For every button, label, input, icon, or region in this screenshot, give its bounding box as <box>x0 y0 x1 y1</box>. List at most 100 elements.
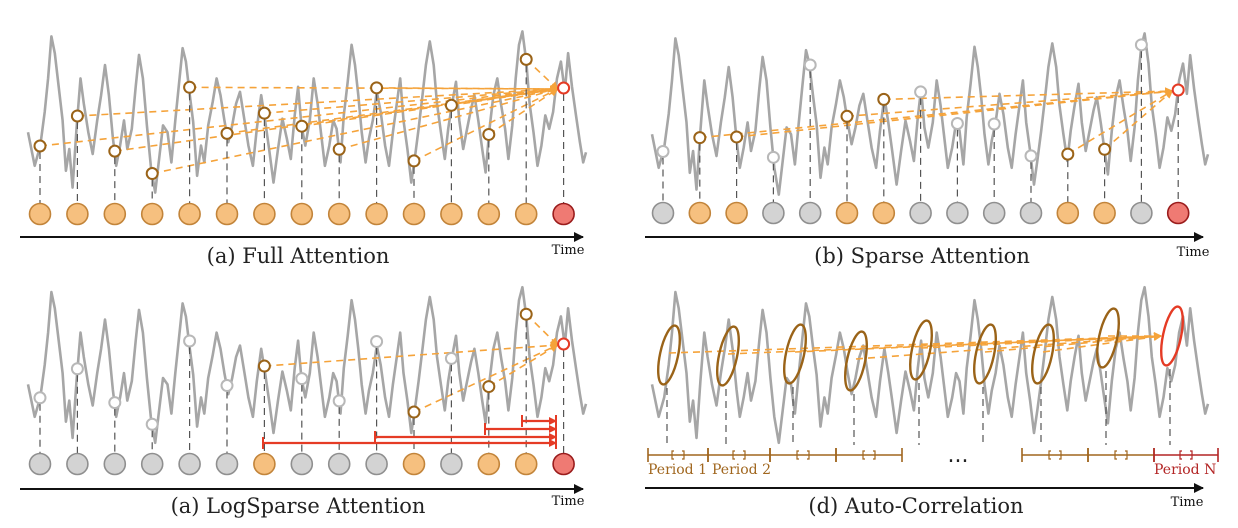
active-node <box>103 202 127 226</box>
attention-arrow <box>451 86 559 107</box>
query-marker <box>557 81 571 95</box>
series-marker <box>33 391 47 405</box>
caption-sparse-attention: (b) Sparse Attention <box>814 244 1030 268</box>
time-series-line <box>26 285 588 445</box>
inactive-node <box>66 452 89 476</box>
series-marker <box>407 405 421 419</box>
inactive-node <box>28 452 52 476</box>
inactive-node <box>365 452 388 476</box>
active-node <box>28 202 52 226</box>
active-node <box>477 202 501 226</box>
attention-arrow <box>413 88 559 162</box>
inactive-node <box>982 201 1006 225</box>
attention-arrow <box>883 87 1174 101</box>
active-node <box>1093 201 1116 225</box>
attention-arrow <box>736 87 1174 138</box>
attention-arrow <box>77 85 559 117</box>
series-marker <box>914 85 928 99</box>
series-marker <box>987 117 1001 131</box>
series-marker <box>33 139 47 153</box>
time-series-line <box>26 30 588 194</box>
inactive-node <box>140 452 164 476</box>
correlation-arrow <box>920 332 1162 349</box>
series-marker <box>407 154 421 168</box>
attention-arrow <box>264 341 559 367</box>
series-marker <box>444 98 458 112</box>
inactive-node <box>762 201 785 225</box>
attention-arrow <box>1067 90 1174 155</box>
active-node <box>140 202 164 226</box>
series-marker <box>730 130 744 144</box>
series-marker <box>70 109 84 123</box>
series-marker <box>1098 142 1112 156</box>
series-marker <box>766 150 780 164</box>
series-marker <box>145 417 159 431</box>
active-node <box>1056 201 1080 225</box>
panel-sparse-attention <box>645 32 1210 242</box>
inactive-node <box>946 201 969 225</box>
attention-arrow <box>226 85 559 135</box>
series-marker <box>295 119 309 133</box>
series-marker <box>332 142 346 156</box>
inactive-node <box>1019 201 1043 225</box>
correlation-arrow <box>1042 332 1162 353</box>
series-marker <box>370 335 384 349</box>
series-marker <box>519 52 533 66</box>
series-marker <box>257 106 271 120</box>
attention-arrow <box>488 344 559 388</box>
query-node <box>552 452 575 476</box>
time-label-c: Time <box>552 494 585 509</box>
period-ellipse <box>783 323 807 385</box>
attention-arrow <box>264 85 559 114</box>
series-marker <box>108 396 122 410</box>
attention-arrow <box>152 86 559 175</box>
inactive-node <box>909 201 932 225</box>
period-window <box>671 450 685 460</box>
active-node <box>725 201 748 225</box>
series-marker <box>444 351 458 365</box>
period-ellipse <box>844 330 868 392</box>
inactive-node <box>327 452 351 476</box>
period-n-label: Period N <box>1154 462 1216 478</box>
period-ellipse <box>1031 323 1055 385</box>
period-ellipse <box>1096 307 1120 369</box>
panel-logsparse-attention <box>20 285 588 494</box>
caption-full-attention: (a) Full Attention <box>207 244 390 268</box>
inactive-node <box>651 201 675 225</box>
active-node <box>253 202 276 226</box>
inactive-node <box>290 452 314 476</box>
period-ellipse <box>973 323 997 385</box>
query-marker <box>557 337 571 351</box>
attention-arrow <box>1104 90 1173 150</box>
attention-arrow <box>488 88 559 136</box>
time-series-line <box>650 32 1210 196</box>
active-node <box>253 452 276 476</box>
series-marker <box>1061 147 1075 161</box>
series-marker <box>656 144 670 158</box>
attention-arrow <box>376 84 559 93</box>
series-marker <box>332 394 346 408</box>
active-node <box>440 202 463 226</box>
period-ellipsis: ... <box>948 443 969 468</box>
query-marker <box>1171 83 1185 97</box>
period-ellipse <box>657 324 681 386</box>
series-marker <box>220 379 234 393</box>
active-node <box>514 452 538 476</box>
series-marker <box>950 116 964 130</box>
series-marker <box>145 167 159 181</box>
series-marker <box>519 307 533 321</box>
series-marker <box>803 58 817 72</box>
period-window <box>796 450 810 460</box>
active-node <box>688 201 712 225</box>
series-marker <box>482 127 496 141</box>
inactive-node <box>440 452 463 476</box>
caption-logsparse-attention: (a) LogSparse Attention <box>171 494 426 518</box>
attention-arrow <box>338 87 559 151</box>
inactive-node <box>215 452 239 476</box>
series-marker <box>220 126 234 140</box>
time-label-b: Time <box>1177 245 1210 260</box>
caption-auto-correlation: (d) Auto-Correlation <box>808 494 1023 518</box>
period-2-label: Period 2 <box>712 462 771 478</box>
series-marker <box>257 359 271 373</box>
query-node <box>1166 201 1190 225</box>
